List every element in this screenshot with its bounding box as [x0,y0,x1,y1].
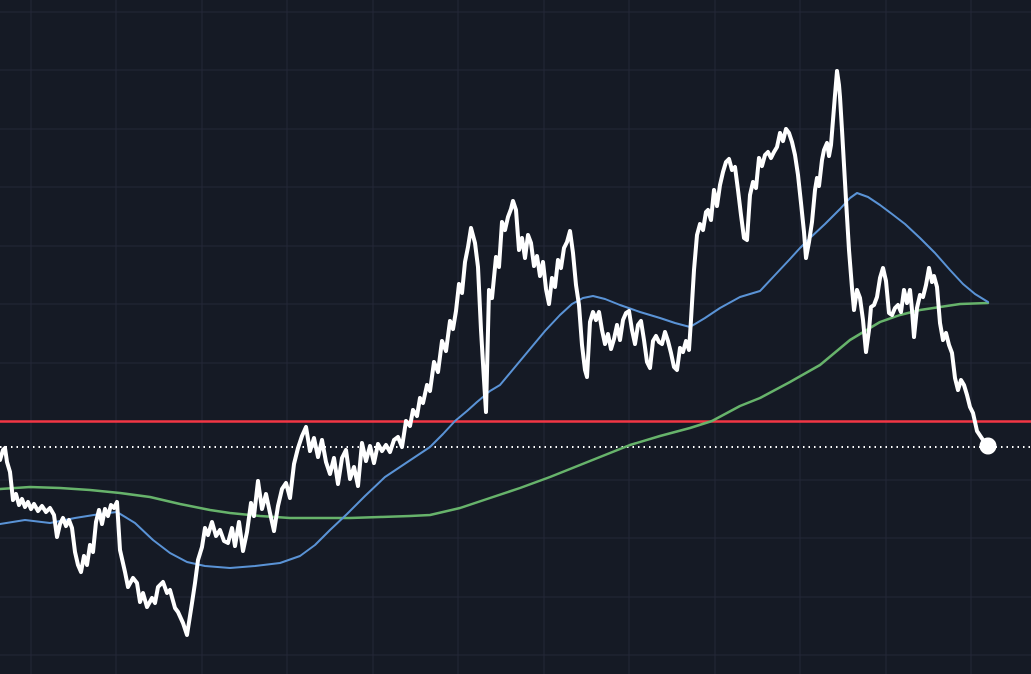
last-price-marker [979,437,997,455]
ma-slow-green-line [0,301,990,520]
price-line [0,69,990,637]
ma-fast-blue-line [0,192,989,569]
